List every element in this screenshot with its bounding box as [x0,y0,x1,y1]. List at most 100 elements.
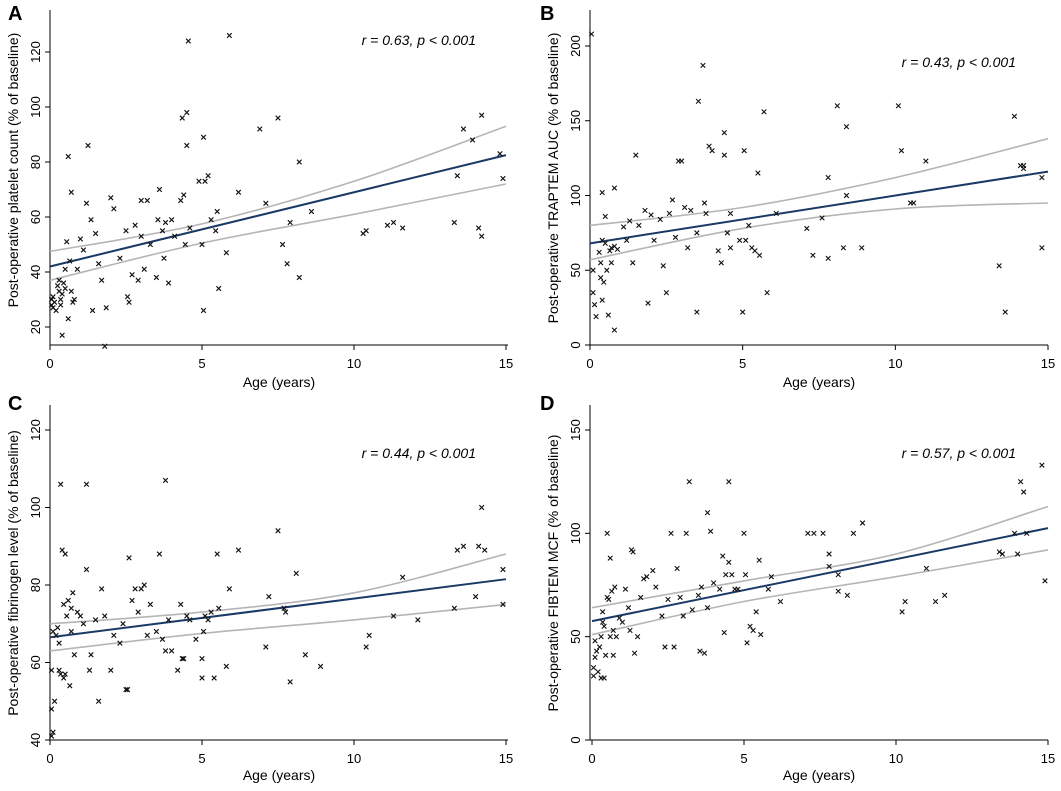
data-point [165,280,172,286]
data-point [694,230,700,236]
data-point [627,218,633,224]
data-point [132,586,138,592]
data-point [590,673,597,679]
x-tick-label: 10 [888,356,902,371]
regression-line [589,170,1049,245]
data-point [850,530,857,537]
data-point [844,592,851,599]
x-tick-label: 0 [588,751,595,766]
data-point [199,655,205,662]
data-point [83,566,90,573]
data-point [604,267,610,273]
data-point [674,565,680,572]
data-point [257,126,263,132]
data-point [226,586,233,592]
y-tick-label: 40 [28,733,43,747]
data-point [703,210,709,217]
data-point [71,296,78,303]
y-tick-label: 50 [568,263,583,277]
data-point [67,258,73,264]
data-point [941,592,948,599]
data-point [226,32,233,39]
data-point [596,249,602,255]
data-point [899,609,905,615]
data-point [126,299,132,305]
data-point [451,219,458,226]
y-axis-label: Post-operative fibrinogen level (% of ba… [5,430,21,716]
data-point [56,277,62,283]
data-point [701,650,708,656]
x-tick-label: 0 [46,356,53,371]
data-point [755,170,761,176]
data-point [95,698,102,704]
data-point [765,586,772,592]
data-point [835,588,841,594]
data-point [92,617,99,623]
data-point [129,597,135,604]
data-point [825,255,831,261]
data-point [111,632,117,639]
data-point [472,593,479,600]
data-point [59,547,65,553]
data-point [68,628,74,635]
panel-label: C [8,393,22,415]
data-point [619,619,626,625]
data-point [750,627,756,634]
data-point [707,528,714,534]
data-point [723,571,729,578]
data-point [65,153,71,160]
data-point [147,601,154,608]
data-point [451,605,458,611]
y-tick-label: 80 [28,578,43,592]
data-point [680,613,686,619]
data-point [599,189,605,196]
panel-label: A [8,3,22,25]
data-point [689,607,696,613]
y-tick-label: 100 [28,96,43,118]
data-point [597,275,604,281]
data-point [153,628,160,635]
x-tick-label: 0 [46,751,53,766]
data-point [672,234,679,241]
data-point [185,38,192,44]
data-point [50,628,56,635]
data-point [287,679,293,685]
data-point [996,549,1003,555]
data-point [590,664,597,671]
data-point [739,309,746,315]
data-point [819,215,825,221]
data-point [599,619,606,625]
data-point [205,617,211,623]
data-point [89,307,96,314]
x-tick-label: 10 [347,751,361,766]
data-point [695,98,702,105]
data-point [70,299,76,305]
data-point [601,623,607,630]
data-point [202,178,208,184]
data-point [651,237,657,244]
data-point [182,241,188,248]
data-point [141,266,147,272]
data-point [720,553,726,559]
data-point [156,186,163,193]
data-point [622,586,629,592]
data-point [478,233,485,239]
data-point [235,547,242,553]
data-point [898,147,905,154]
data-point [64,239,70,245]
data-point [1011,113,1018,119]
data-point [681,204,688,211]
data-point [758,631,764,638]
data-point [59,332,65,338]
data-point [607,633,613,640]
data-point [1011,530,1018,537]
data-point [205,173,211,179]
data-point [685,245,691,251]
data-point [98,277,105,283]
data-point [126,555,132,561]
data-point [599,297,605,303]
x-tick-label: 5 [740,751,747,766]
data-point [607,248,613,254]
data-point [742,571,749,578]
